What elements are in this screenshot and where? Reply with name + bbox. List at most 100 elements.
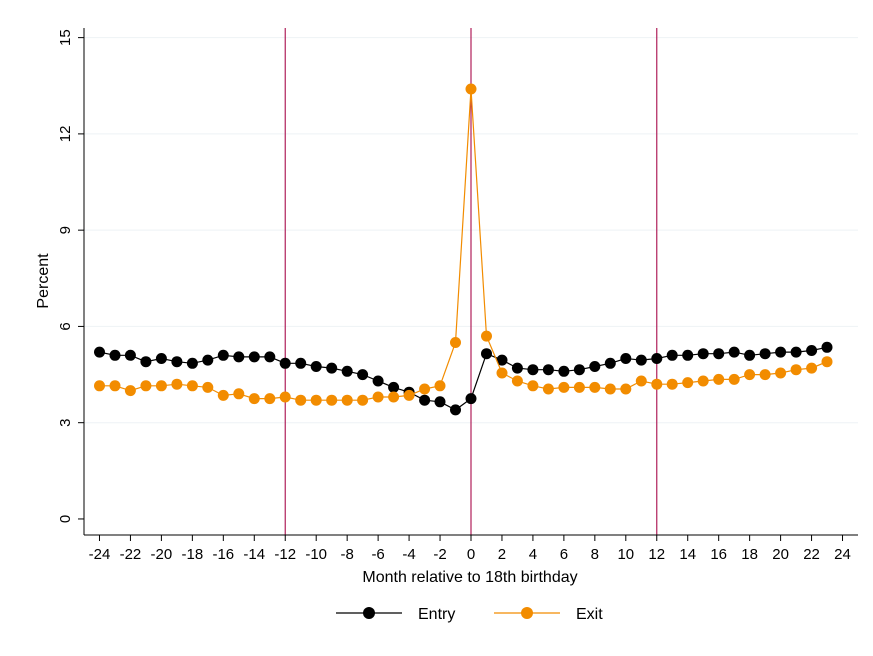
x-tick-label: -10 [305,546,327,563]
x-tick-label: 22 [803,546,820,563]
data-point-exit [666,378,678,390]
data-point-entry [202,354,214,366]
x-tick-label: -2 [433,546,446,563]
data-point-exit [620,383,632,395]
data-point-entry [651,353,663,364]
x-tick-label: 12 [648,546,665,563]
data-point-entry [697,348,709,360]
data-point-entry [341,365,353,377]
legend-label: Entry [418,606,455,623]
data-point-exit [124,385,136,397]
data-point-exit [140,380,152,392]
data-point-exit [450,337,461,348]
data-point-exit [372,391,384,403]
data-point-entry [744,349,756,361]
x-tick-label: -14 [243,546,265,563]
data-point-exit [186,380,198,392]
x-tick-label: -6 [371,546,384,563]
x-tick-label: 4 [529,546,537,563]
x-tick-label: 0 [467,546,475,563]
data-point-entry [465,393,477,405]
data-point-exit [233,388,245,400]
data-point-exit [248,393,260,405]
data-point-exit [682,377,694,389]
data-point-exit [821,356,833,368]
data-point-exit [388,391,400,403]
data-point-entry [481,348,492,360]
x-tick-label: -20 [151,546,173,563]
data-point-exit [790,364,802,376]
data-point-exit [589,381,601,393]
y-tick-label: 9 [57,226,74,234]
data-point-exit [496,367,508,379]
y-tick-label: 3 [57,419,74,427]
data-point-exit [728,373,740,385]
x-tick-label: -4 [402,546,415,563]
data-point-entry [419,394,431,406]
data-point-entry [620,353,632,364]
x-tick-label: -22 [120,546,142,563]
data-point-exit [542,383,554,395]
data-point-entry [635,354,647,366]
x-tick-label: 24 [834,546,851,563]
x-tick-label: 14 [679,546,696,563]
data-point-exit [109,380,121,392]
data-point-entry [511,362,523,374]
data-point-entry [589,361,601,372]
data-point-exit [744,369,756,381]
data-point-entry [496,354,508,366]
data-point-entry [388,381,400,393]
x-tick-label: 18 [741,546,758,563]
data-point-entry [604,357,616,369]
data-point-entry [171,356,183,368]
data-point-exit [775,367,787,379]
y-axis-title: Percent [35,253,52,309]
series [94,83,833,416]
data-point-exit [171,378,183,390]
legend-marker [521,607,533,619]
x-tick-label: 20 [772,546,789,563]
data-point-entry [666,349,678,361]
data-point-exit [341,394,353,406]
data-point-entry [326,362,338,374]
data-point-exit [434,380,446,392]
reference-lines [284,28,658,535]
x-tick-label: -18 [182,546,204,563]
data-point-entry [434,396,446,408]
data-point-entry [558,365,570,377]
data-point-entry [759,348,771,360]
data-point-entry [94,346,105,358]
data-point-exit [759,369,771,381]
data-point-exit [202,381,214,393]
data-point-exit [527,380,539,392]
data-point-entry [124,349,136,361]
data-point-exit [465,83,477,95]
data-point-exit [713,373,725,385]
data-point-entry [279,357,291,369]
data-point-entry [295,357,307,369]
legend-item-exit: Exit [494,606,603,623]
series-exit [94,83,833,406]
y-tick-label: 6 [57,322,74,330]
data-point-entry [682,349,694,361]
x-tick-label: -16 [212,546,234,563]
data-point-exit [573,381,585,393]
data-point-entry [573,364,585,376]
data-point-entry [728,346,740,358]
x-tick-label: 8 [591,546,599,563]
data-point-exit [481,330,492,342]
data-point-exit [511,375,523,387]
data-point-entry [264,351,276,363]
legend-marker [363,607,375,619]
data-point-entry [527,364,539,376]
data-point-exit [326,394,338,406]
data-point-entry [310,361,322,372]
x-tick-label: -24 [89,546,111,563]
data-point-exit [94,380,105,392]
data-point-entry [542,364,554,376]
data-point-entry [155,353,167,364]
data-point-entry [233,351,245,363]
y-tick-label: 12 [57,126,74,143]
